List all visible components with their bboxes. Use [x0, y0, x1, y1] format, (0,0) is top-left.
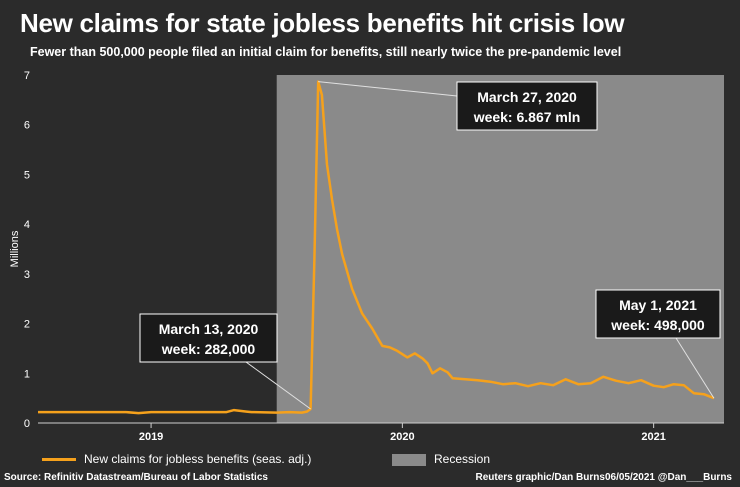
y-tick-label: 2 — [24, 319, 30, 331]
annotation-box — [595, 289, 721, 339]
y-axis-label: Millions — [9, 230, 21, 267]
y-tick-label: 0 — [24, 418, 30, 430]
y-tick-label: 1 — [24, 368, 30, 380]
annotation-value: week: 498,000 — [610, 317, 705, 333]
annotation-leader — [245, 361, 311, 410]
chart-title: New claims for state jobless benefits hi… — [20, 8, 625, 38]
y-tick-label: 5 — [24, 169, 30, 181]
annotation-leader — [318, 81, 458, 97]
y-tick-label: 7 — [24, 70, 30, 82]
x-tick-label: 2019 — [139, 431, 163, 443]
legend-series-label: New claims for jobless benefits (seas. a… — [84, 452, 312, 466]
footer-source: Source: Refinitiv Datastream/Bureau of L… — [4, 472, 268, 483]
x-tick-label: 2020 — [390, 431, 414, 443]
y-tick-label: 6 — [24, 120, 30, 132]
annotation-box — [139, 313, 278, 363]
legend-series-swatch — [42, 458, 76, 462]
series-line — [38, 80, 715, 415]
recession-band — [276, 75, 724, 423]
annotation-leader — [675, 337, 715, 399]
legend-recession-swatch — [392, 453, 426, 466]
y-tick-label: 4 — [24, 219, 30, 231]
annotation-date: March 27, 2020 — [477, 89, 577, 105]
footer-credit: Reuters graphic/Dan Burns06/05/2021 @Dan… — [475, 472, 732, 483]
annotation-value: week: 6.867 mln — [473, 109, 581, 125]
legend-series: New claims for jobless benefits (seas. a… — [42, 452, 311, 466]
annotation-box — [456, 81, 598, 131]
annotation-date: March 13, 2020 — [159, 321, 259, 337]
annotation-value: week: 282,000 — [161, 341, 256, 357]
y-tick-label: 3 — [24, 269, 30, 281]
x-tick-label: 2021 — [641, 431, 665, 443]
legend-recession: Recession — [392, 452, 490, 466]
annotation-date: May 1, 2021 — [619, 297, 697, 313]
chart-subtitle: Fewer than 500,000 people filed an initi… — [30, 45, 622, 59]
legend-recession-label: Recession — [434, 452, 491, 466]
